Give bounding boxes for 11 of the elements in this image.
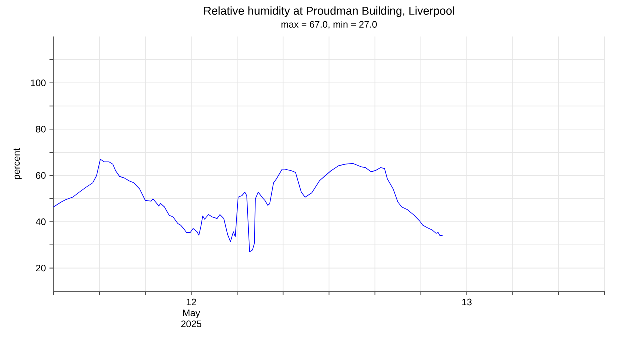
y-tick-label: 20 <box>36 264 46 272</box>
y-axis-title: percent <box>14 148 22 180</box>
y-tick-label: 80 <box>36 126 46 133</box>
chart-title: Relative humidity at Proudman Building, Liverpool <box>204 6 454 18</box>
x-tick-label: 12 May 2025 <box>181 298 202 328</box>
line-series <box>53 159 444 252</box>
y-tick-label: 60 <box>36 172 46 179</box>
y-tick-label: 100 <box>31 80 46 86</box>
y-tick-label: 40 <box>36 218 46 226</box>
chart-subtitle: max = 67.0, min = 27.0 <box>282 20 378 29</box>
x-tick-label: 13 <box>462 298 472 306</box>
